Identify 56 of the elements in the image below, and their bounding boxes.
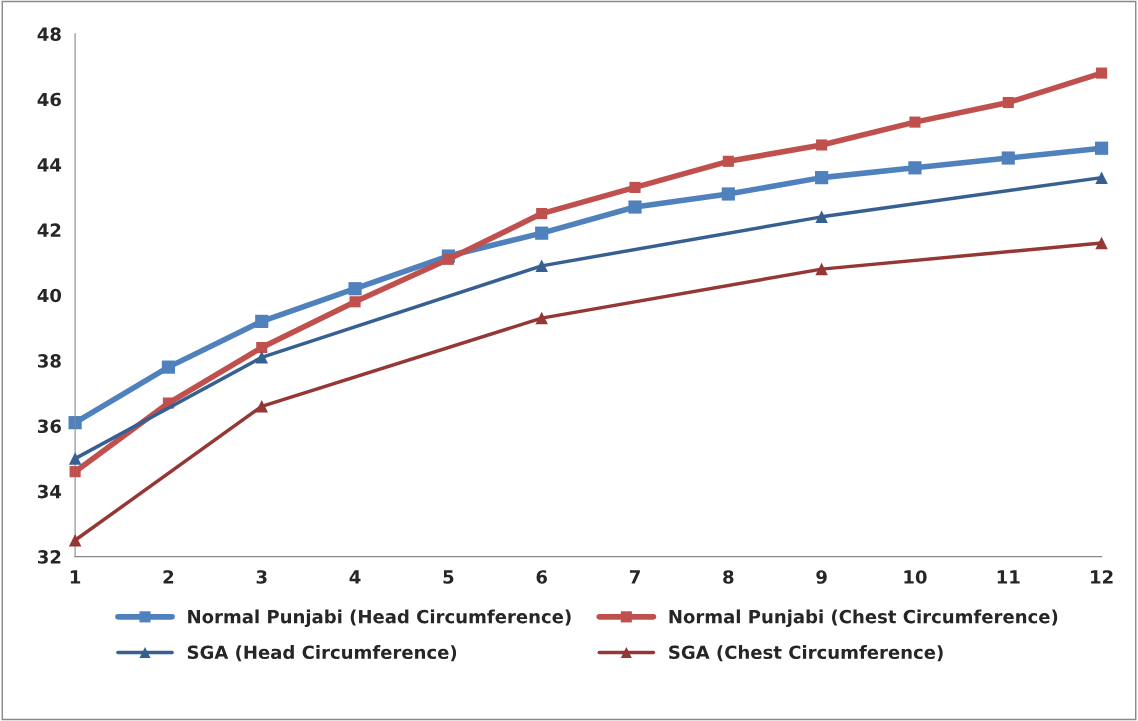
point [722,155,734,167]
legend-label: Normal Punjabi (Head Circumference) [188,609,571,628]
y-tick-label: 36 [38,419,61,434]
x-tick-label: 9 [816,570,827,584]
y-tick-label: 38 [38,354,61,368]
x-tick-label: 6 [536,570,547,584]
point [69,466,81,478]
point [255,314,269,328]
point [535,226,549,240]
x-tick-label: 4 [349,570,361,584]
y-tick-label: 42 [37,223,61,237]
point [535,311,548,325]
x-tick-label: 10 [904,570,927,584]
y-tick-label: 46 [37,92,61,107]
point [1096,67,1108,79]
point [909,116,921,128]
y-tick-label: 40 [37,288,62,303]
x-tick-label: 7 [629,570,640,584]
y-tick-label: 48 [37,27,61,41]
x-tick-label: 5 [443,570,454,584]
point [68,534,82,547]
legend-label: SGA (Chest Circumference) [669,645,943,662]
point [721,187,735,201]
point [1094,141,1109,155]
y-tick-label: 32 [38,550,61,564]
point [536,208,548,220]
point [1002,96,1014,109]
point [535,259,548,273]
y-tick-label: 34 [38,484,62,499]
point [815,210,828,224]
x-tick-label: 11 [997,570,1020,584]
point [442,253,454,265]
point [908,161,922,175]
point [255,400,268,413]
point [1095,236,1108,250]
point [816,139,828,151]
x-tick-label: 2 [163,570,174,584]
point [349,296,361,308]
point [629,181,641,193]
x-tick-label: 12 [1091,570,1113,584]
point [1001,151,1015,165]
point [161,360,176,374]
x-tick-label: 3 [256,570,267,584]
point [68,452,82,465]
point [815,262,828,276]
point [255,351,268,364]
y-tick-label: 44 [37,158,62,172]
x-tick-label: 1 [70,570,81,584]
x-tick-label: 8 [723,570,734,584]
legend-label: Normal Punjabi (Chest Circumference) [669,609,1058,628]
point [628,200,642,214]
point [1095,171,1108,184]
point [815,171,829,185]
point [348,282,362,296]
legend-label: SGA (Head Circumference) [187,645,457,662]
point [256,341,268,354]
